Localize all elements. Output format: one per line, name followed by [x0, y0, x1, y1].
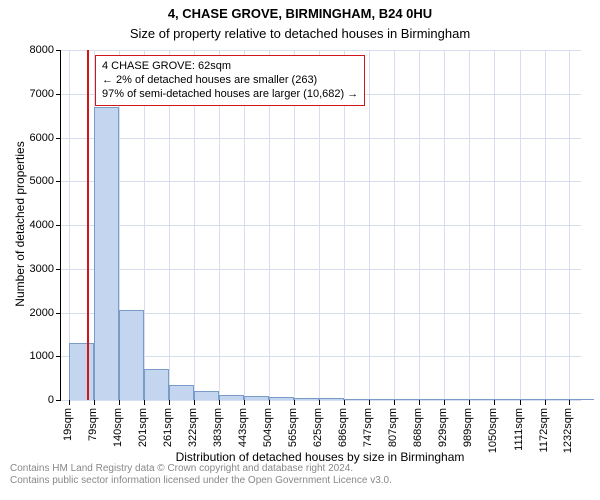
gridline-v: [394, 50, 395, 400]
marker-line: [87, 50, 89, 400]
xtick-label: 747sqm: [362, 408, 374, 447]
xtick-label: 383sqm: [212, 408, 224, 447]
ytick-label: 4000: [30, 219, 54, 231]
gridline-v: [469, 50, 470, 400]
annotation-line: ← 2% of detached houses are smaller (263…: [102, 74, 358, 88]
gridline-h: [61, 225, 581, 226]
xtick-label: 565sqm: [287, 408, 299, 447]
histogram-bar: [119, 310, 144, 400]
ytick-label: 8000: [30, 44, 54, 56]
chart-subtitle: Size of property relative to detached ho…: [0, 26, 600, 41]
gridline-v: [569, 50, 570, 400]
histogram-bar: [569, 399, 594, 400]
gridline-v: [494, 50, 495, 400]
xtick-label: 686sqm: [337, 408, 349, 447]
ytick-label: 0: [48, 394, 54, 406]
histogram-bar: [144, 369, 169, 400]
xtick-label: 201sqm: [137, 408, 149, 447]
x-axis-label: Distribution of detached houses by size …: [60, 450, 580, 464]
xtick-label: 807sqm: [387, 408, 399, 447]
histogram-bar: [269, 397, 294, 400]
xtick-label: 929sqm: [437, 408, 449, 447]
gridline-v: [520, 50, 521, 400]
ytick-label: 7000: [30, 88, 54, 100]
page-title: 4, CHASE GROVE, BIRMINGHAM, B24 0HU: [0, 6, 600, 21]
histogram-bar: [244, 396, 269, 400]
gridline-h: [61, 50, 581, 51]
ytick-label: 1000: [30, 350, 54, 362]
ytick-label: 2000: [30, 307, 54, 319]
histogram-bar: [194, 391, 219, 400]
gridline-h: [61, 269, 581, 270]
histogram-bar: [344, 399, 369, 400]
histogram-bar: [544, 399, 569, 400]
annotation-line: 4 CHASE GROVE: 62sqm: [102, 60, 358, 74]
ytick-label: 5000: [30, 175, 54, 187]
y-axis-label: Number of detached properties: [13, 124, 27, 324]
gridline-v: [369, 50, 370, 400]
histogram-bar: [69, 343, 94, 400]
footer-line: Contains HM Land Registry data © Crown c…: [10, 463, 392, 475]
histogram-bar: [369, 399, 394, 400]
gridline-h: [61, 181, 581, 182]
xtick-label: 261sqm: [162, 408, 174, 447]
histogram-bar: [319, 398, 344, 400]
xtick-label: 140sqm: [112, 408, 124, 447]
xtick-label: 79sqm: [87, 408, 99, 441]
annotation-box: 4 CHASE GROVE: 62sqm ← 2% of detached ho…: [95, 55, 365, 106]
histogram-bar: [294, 398, 319, 400]
ytick-label: 3000: [30, 263, 54, 275]
histogram-bar: [444, 399, 469, 400]
xtick-label: 868sqm: [412, 408, 424, 447]
xtick-label: 1232sqm: [562, 408, 574, 453]
xtick-label: 504sqm: [262, 408, 274, 447]
gridline-h: [61, 400, 581, 401]
xtick-label: 1050sqm: [487, 408, 499, 453]
histogram-bar: [494, 399, 519, 400]
gridline-v: [545, 50, 546, 400]
xtick-label: 989sqm: [462, 408, 474, 447]
xtick-label: 1111sqm: [513, 408, 525, 451]
gridline-v: [419, 50, 420, 400]
xtick-label: 443sqm: [237, 408, 249, 447]
histogram-bar: [419, 399, 444, 400]
xtick-label: 322sqm: [187, 408, 199, 447]
xtick-label: 625sqm: [312, 408, 324, 447]
footer-line: Contains public sector information licen…: [10, 475, 392, 487]
histogram-bar: [94, 107, 119, 400]
gridline-v: [444, 50, 445, 400]
xtick-label: 19sqm: [62, 408, 74, 441]
gridline-h: [61, 138, 581, 139]
footer: Contains HM Land Registry data © Crown c…: [10, 463, 392, 487]
histogram-bar: [219, 395, 244, 400]
histogram-bar: [169, 385, 194, 400]
chart-container: 4, CHASE GROVE, BIRMINGHAM, B24 0HU Size…: [0, 0, 600, 500]
annotation-line: 97% of semi-detached houses are larger (…: [102, 88, 358, 102]
xtick-label: 1172sqm: [538, 408, 550, 452]
histogram-bar: [469, 399, 494, 400]
ytick-label: 6000: [30, 132, 54, 144]
histogram-bar: [519, 399, 544, 400]
histogram-bar: [394, 399, 419, 400]
